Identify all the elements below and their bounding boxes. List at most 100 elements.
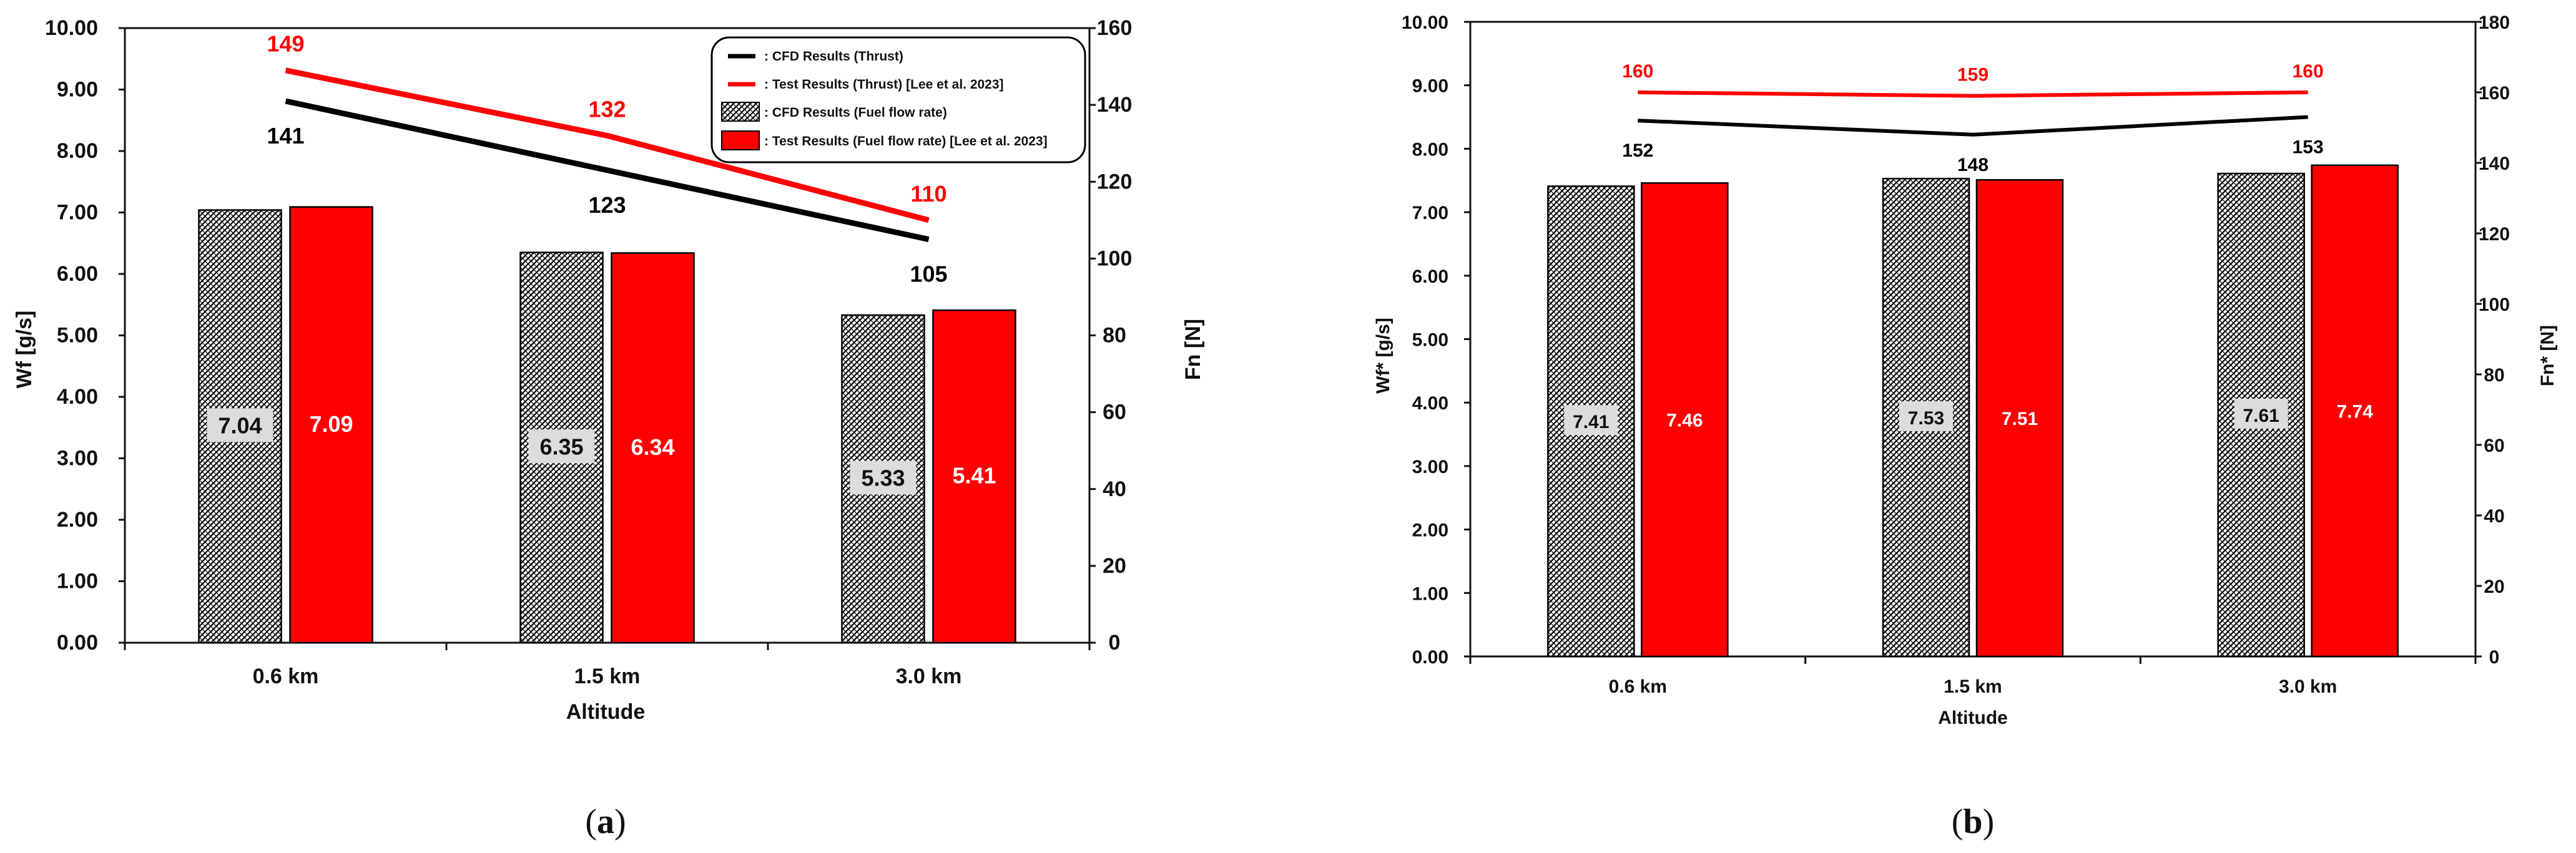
cfd-fuel-bar-label-box <box>1564 405 1618 436</box>
test-thrust-label: 132 <box>588 96 626 122</box>
y-tick-label: 5.00 <box>57 324 98 348</box>
y2-tick-label: 60 <box>1103 401 1126 424</box>
y2-tick-label: 160 <box>2479 83 2510 104</box>
y-tick-label: 3.00 <box>1412 457 1448 477</box>
cfd-fuel-bar-label: 7.53 <box>1908 408 1944 429</box>
cfd-thrust-label: 153 <box>2293 137 2324 158</box>
y2-tick-label: 60 <box>2484 436 2504 456</box>
y2-tick-label: 40 <box>2484 506 2504 527</box>
y2-tick-label: 80 <box>1103 324 1126 348</box>
y2-tick-label: 40 <box>1103 477 1126 501</box>
y2-tick-label: 0 <box>2489 647 2500 668</box>
test-fuel-bar-label: 6.34 <box>631 434 674 460</box>
y-axis-label-b: Wf* [g/s] <box>1373 318 1394 394</box>
test-thrust-line <box>285 67 930 223</box>
test-fuel-bar-label: 5.41 <box>952 463 996 489</box>
cfd-fuel-bar-label-box <box>850 461 917 495</box>
y-tick-label: 0.00 <box>1412 647 1448 668</box>
test-fuel-bar-label: 7.74 <box>2336 401 2373 422</box>
x-tick-label: 0.6 km <box>253 665 319 688</box>
y-tick-label: 3.00 <box>57 447 98 470</box>
plot-area-a: 0.00 1.00 2.00 3.00 4.00 5.00 6.00 7.00 8.00 9.00… <box>45 16 1132 688</box>
y-tick-label: 6.00 <box>1412 266 1448 287</box>
x-axis-label-a: Altitude <box>566 700 646 724</box>
y-tick-label: 0.00 <box>57 631 98 655</box>
cfd-fuel-bar-label-box <box>1899 401 1953 432</box>
y-tick-label: 2.00 <box>57 508 98 532</box>
cfd-thrust-label: 141 <box>267 123 304 149</box>
x-tick-label: 1.5 km <box>574 665 641 688</box>
cfd-thrust-line <box>1638 115 2308 137</box>
legend-a: : CFD Results (Thrust) : Test Results (T… <box>710 36 1086 163</box>
chart-panel-a: 0.00 1.00 2.00 3.00 4.00 5.00 6.00 7.00 8.00 9.00… <box>12 16 1205 841</box>
y-tick-label: 10.00 <box>1402 12 1448 33</box>
legend-swatch-cfd-fuel <box>721 102 760 122</box>
plot-area-b: 0.00 1.00 2.00 3.00 4.00 5.00 6.00 7.00 8.00 9.00… <box>1402 12 2510 697</box>
y-tick-label: 10.00 <box>45 16 98 40</box>
y2-tick-label: 140 <box>2479 154 2510 174</box>
y-tick-label: 1.00 <box>57 570 98 593</box>
test-fuel-bar <box>289 206 373 644</box>
y2-tick-label: 120 <box>1097 170 1133 193</box>
cfd-thrust-label: 152 <box>1622 140 1653 161</box>
y-tick-label: 1.00 <box>1412 583 1448 604</box>
y-tick-label: 6.00 <box>57 262 98 286</box>
y2-tick-label: 140 <box>1097 93 1133 117</box>
y2-tick-label: 100 <box>1097 246 1133 270</box>
cfd-thrust-label: 148 <box>1957 155 1989 175</box>
test-fuel-bar <box>2311 164 2399 658</box>
y-tick-label: 4.00 <box>57 385 98 409</box>
y-tick-label: 8.00 <box>1412 139 1448 160</box>
test-fuel-bar-label: 7.46 <box>1666 411 1703 431</box>
panel-b-letter: b <box>1963 802 1982 841</box>
test-fuel-bar <box>1641 182 1729 658</box>
y2-tick-label: 120 <box>2479 224 2510 245</box>
x-axis-label-b: Altitude <box>1938 708 2008 728</box>
cfd-fuel-bar-label: 5.33 <box>861 465 905 490</box>
test-thrust-label: 159 <box>1957 65 1989 85</box>
y-tick-label: 7.00 <box>57 201 98 225</box>
cfd-fuel-bar-label: 7.04 <box>218 412 262 438</box>
cfd-fuel-bar-label-box <box>207 408 273 442</box>
cfd-fuel-bar-label: 7.61 <box>2243 406 2279 426</box>
test-thrust-label: 160 <box>2293 61 2324 82</box>
y2-tick-label: 80 <box>2484 365 2504 386</box>
legend-label-cfd-fuel: : CFD Results (Fuel flow rate) <box>764 105 947 120</box>
y2-tick-label: 100 <box>2479 295 2510 315</box>
test-thrust-label: 160 <box>1622 61 1653 82</box>
y-tick-label: 9.00 <box>57 78 98 102</box>
y2-axis-label-a: Fn [N] <box>1181 319 1205 380</box>
y2-tick-label: 160 <box>1097 16 1133 40</box>
test-thrust-label: 110 <box>910 181 946 207</box>
panel-a-letter: a <box>597 802 614 841</box>
test-fuel-bar <box>932 309 1016 644</box>
x-tick-label: 3.0 km <box>896 665 962 688</box>
cfd-fuel-bar-label: 7.41 <box>1573 412 1609 432</box>
chart-panel-b: 0.00 1.00 2.00 3.00 4.00 5.00 6.00 7.00 8.00 9.00… <box>1373 12 2558 841</box>
y-tick-label: 5.00 <box>1412 330 1448 351</box>
test-thrust-label: 149 <box>267 31 304 57</box>
y2-tick-label: 20 <box>1103 554 1126 578</box>
test-fuel-bar-label: 7.09 <box>309 411 353 437</box>
test-fuel-bar <box>611 252 695 644</box>
cfd-thrust-label: 123 <box>588 192 626 218</box>
y-axis-label-a: Wf [g/s] <box>12 311 36 389</box>
panel-a-caption: (a) <box>585 802 626 841</box>
legend-box-a <box>710 36 1086 163</box>
y2-tick-label: 180 <box>2479 12 2510 33</box>
test-thrust-line <box>1638 90 2308 98</box>
cfd-thrust-line <box>285 98 930 242</box>
test-fuel-bar <box>1975 178 2064 658</box>
cfd-fuel-bar-label-box <box>528 429 595 464</box>
legend-label-test-thrust: : Test Results (Thrust) [Lee et al. 2023… <box>764 77 1004 92</box>
y2-tick-label: 0 <box>1109 631 1121 655</box>
y2-axis-label-b: Fn* [N] <box>2537 325 2558 386</box>
y-tick-label: 9.00 <box>1412 76 1448 97</box>
x-tick-label: 3.0 km <box>2279 676 2337 697</box>
y-tick-label: 4.00 <box>1412 393 1448 414</box>
y-tick-label: 2.00 <box>1412 520 1448 541</box>
x-tick-label: 0.6 km <box>1609 676 1667 697</box>
panel-b-caption: (b) <box>1952 802 1994 841</box>
cfd-fuel-bar-label-box <box>2234 399 2288 429</box>
